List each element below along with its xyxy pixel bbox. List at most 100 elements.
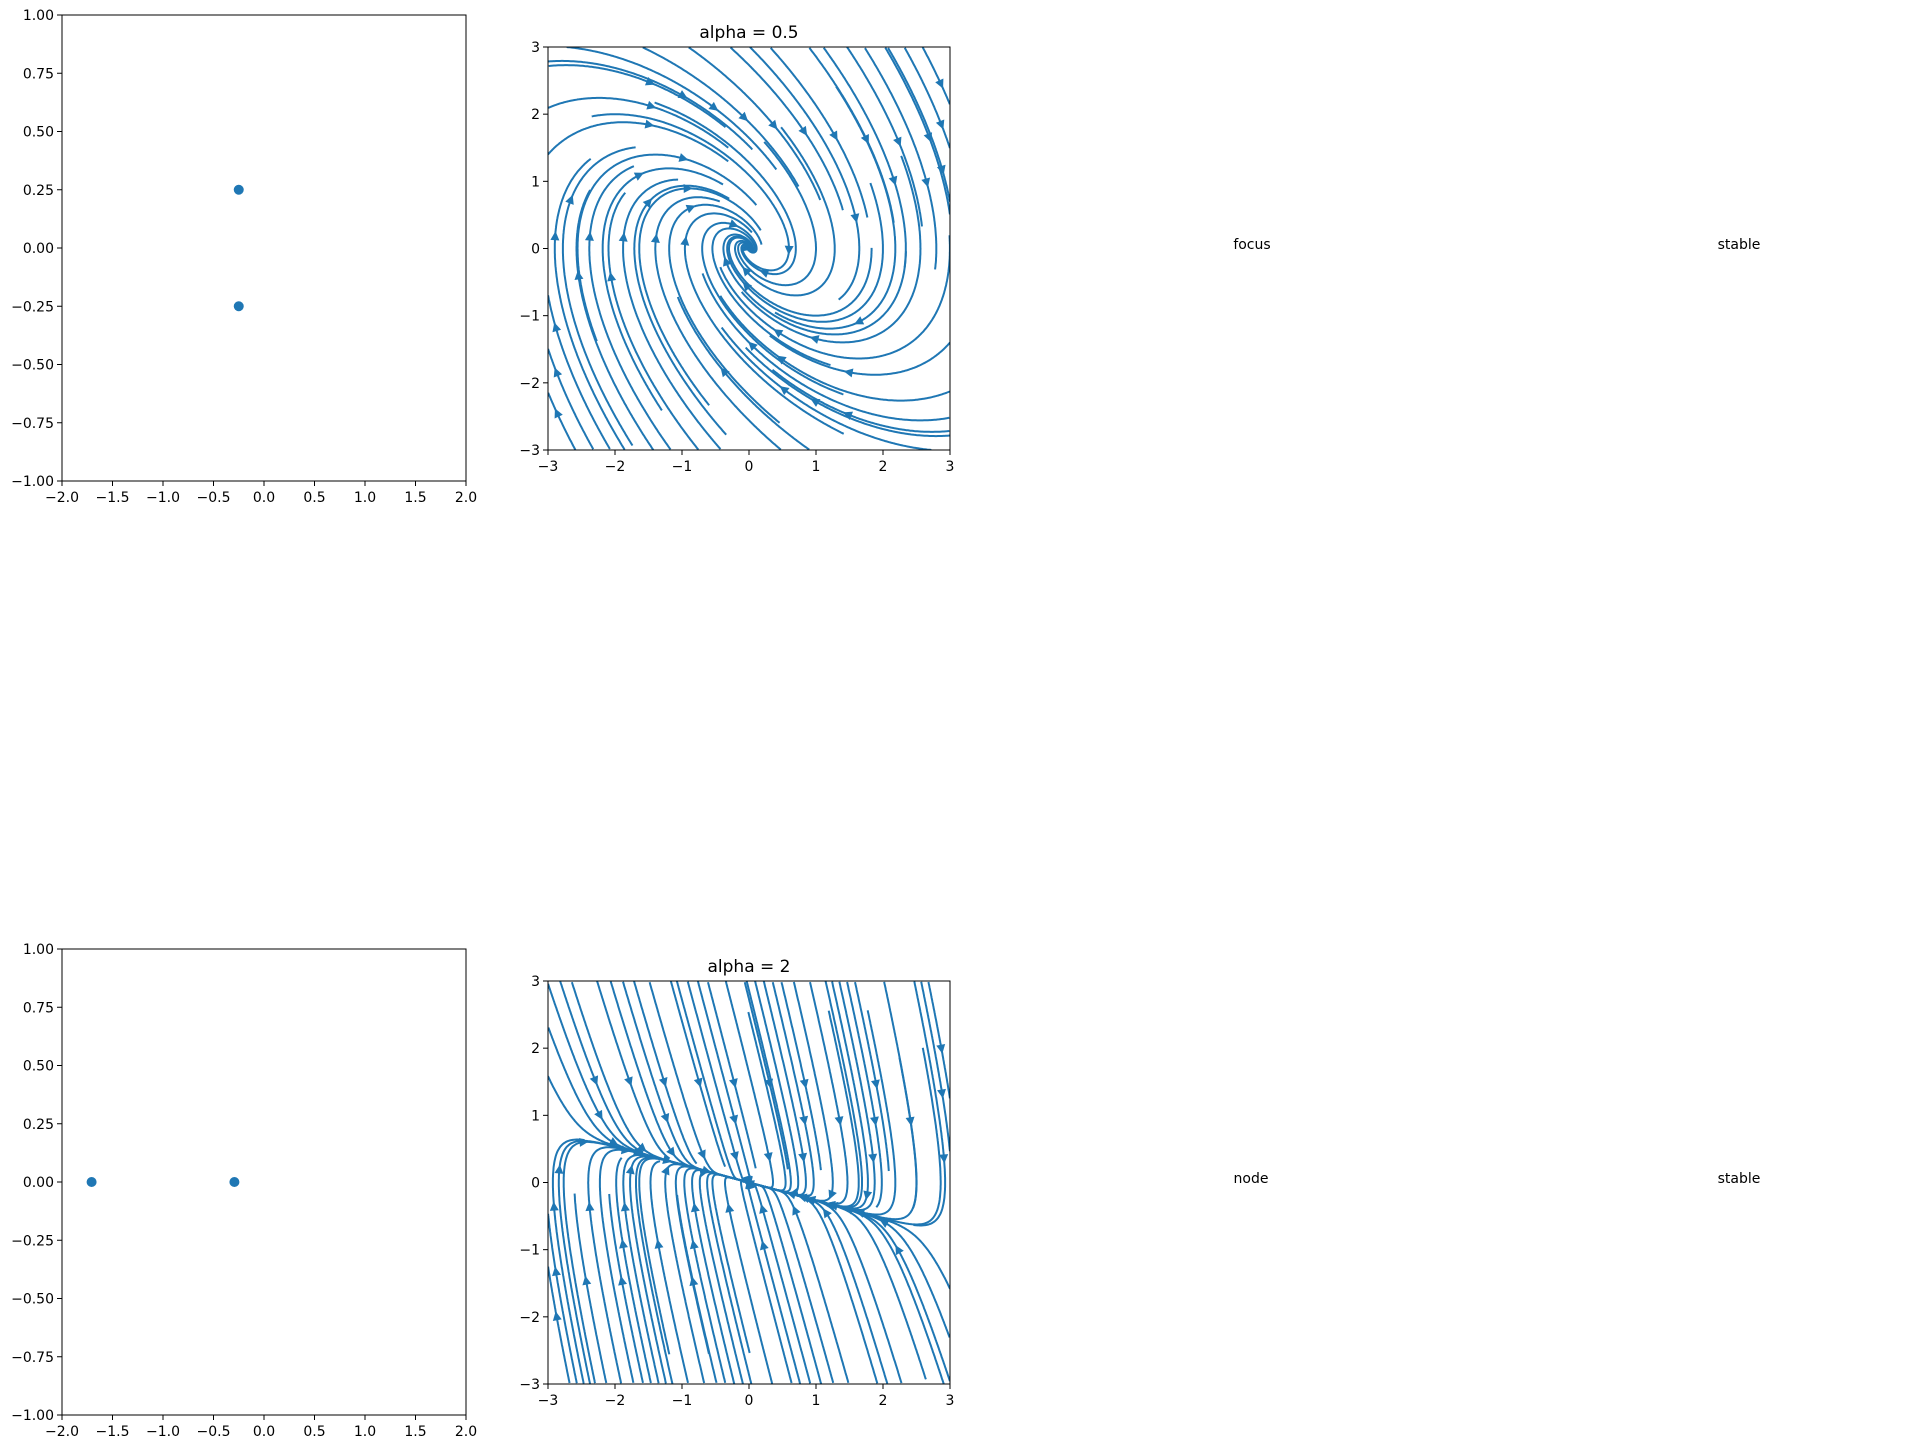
streamline-arrow-bottom bbox=[863, 1190, 873, 1201]
scatter-ytick-label-top: 1.00 bbox=[23, 8, 54, 24]
scatter-ytick-label-bottom: 1.00 bbox=[23, 942, 54, 958]
streamline-top bbox=[771, 369, 950, 433]
scatter-ytick-label-top: −0.50 bbox=[11, 358, 54, 374]
streamline-bottom bbox=[846, 981, 883, 1208]
streamline-top bbox=[622, 178, 722, 450]
streamline-top bbox=[701, 221, 844, 396]
streamplot-xtick-label-bottom: −2 bbox=[605, 1393, 626, 1409]
streamline-arrow-top bbox=[607, 271, 617, 282]
streamline-arrow-bottom bbox=[661, 1165, 670, 1176]
equilibrium-point-bottom-1 bbox=[86, 1177, 97, 1187]
streamline-arrow-top bbox=[809, 335, 820, 344]
streamplot-xtick-label-bottom: 2 bbox=[879, 1393, 888, 1409]
streamline-arrow-top bbox=[584, 231, 594, 241]
streamline-top bbox=[822, 47, 907, 268]
streamline-bottom bbox=[827, 1202, 950, 1382]
streamline-arrow-top bbox=[680, 236, 690, 246]
streamline-top bbox=[720, 326, 932, 450]
streamline-arrow-bottom bbox=[620, 1145, 631, 1155]
streamline-arrow-bottom bbox=[895, 1245, 904, 1256]
scatter-xtick-label-top: −2.0 bbox=[45, 490, 79, 506]
streamline-arrow-bottom bbox=[879, 1219, 890, 1228]
scatter-ytick-label-bottom: −0.25 bbox=[11, 1233, 54, 1249]
scatter-xtick-label-top: −1.0 bbox=[146, 490, 180, 506]
scatter-ytick-label-bottom: −0.75 bbox=[11, 1350, 54, 1366]
streamline-arrow-top bbox=[552, 322, 562, 333]
streamplot-ytick-label-top: −2 bbox=[519, 376, 540, 392]
streamline-bottom bbox=[920, 981, 950, 1152]
streamline-arrow-top bbox=[644, 77, 655, 86]
scatter-xtick-label-top: 1.5 bbox=[404, 490, 426, 506]
streamline-top bbox=[733, 126, 836, 297]
streamplot-ytick-label-top: 1 bbox=[531, 174, 540, 190]
streamline-bottom bbox=[832, 981, 876, 1211]
streamline-top bbox=[676, 296, 810, 450]
streamline-arrow-top bbox=[708, 101, 719, 111]
streamline-top bbox=[576, 153, 758, 342]
streamline-arrow-bottom bbox=[552, 1311, 562, 1321]
streamline-arrow-bottom bbox=[870, 1079, 880, 1090]
streamline-arrow-top bbox=[768, 119, 778, 130]
equilibrium-point-bottom-2 bbox=[229, 1177, 240, 1187]
streamline-arrow-bottom bbox=[725, 1203, 735, 1213]
streamline-top bbox=[729, 47, 844, 211]
streamplot-ytick-label-bottom: 1 bbox=[531, 1108, 540, 1124]
streamline-arrow-bottom bbox=[730, 1151, 739, 1161]
streamline-bottom bbox=[788, 981, 869, 1210]
equilibrium-point-top-2 bbox=[233, 301, 244, 312]
streamline-arrow-bottom bbox=[625, 1164, 635, 1175]
streamline-top bbox=[769, 47, 869, 218]
scatter-ytick-label-top: −1.00 bbox=[11, 474, 54, 490]
streamline-bottom bbox=[927, 981, 950, 1099]
streamline-top bbox=[654, 101, 797, 276]
streamplot-ytick-label-bottom: −3 bbox=[519, 1377, 540, 1393]
streamline-arrow-bottom bbox=[549, 1201, 559, 1211]
streamplot-ytick-label-top: 3 bbox=[531, 40, 540, 56]
streamline-bottom bbox=[557, 1139, 628, 1384]
streamplot-ytick-label-top: −1 bbox=[519, 309, 540, 325]
streamline-top bbox=[740, 155, 922, 344]
scatter-ytick-label-bottom: 0.50 bbox=[23, 1059, 54, 1075]
streamline-top bbox=[884, 47, 950, 215]
streamplot-ytick-label-bottom: −1 bbox=[519, 1243, 540, 1259]
streamline-arrow-bottom bbox=[594, 1109, 603, 1120]
streamplot-ytick-label-bottom: 3 bbox=[531, 974, 540, 990]
streamline-arrow-bottom bbox=[654, 1239, 664, 1249]
streamline-top bbox=[575, 189, 655, 450]
streamplot-ytick-label-bottom: 2 bbox=[531, 1041, 540, 1057]
streamline-bottom bbox=[683, 1167, 727, 1384]
scatter-xtick-label-top: −0.5 bbox=[197, 490, 231, 506]
streamline-arrow-bottom bbox=[936, 1044, 946, 1054]
streamline-arrow-top bbox=[829, 130, 838, 141]
streamline-bottom bbox=[629, 1155, 710, 1384]
streamline-arrow-bottom bbox=[868, 1153, 878, 1164]
streamline-top bbox=[607, 192, 700, 450]
scatter-ytick-label-top: −0.75 bbox=[11, 416, 54, 432]
scatter-xtick-label-bottom: −0.5 bbox=[197, 1424, 231, 1436]
streamline-arrow-bottom bbox=[828, 1189, 837, 1200]
streamline-bottom bbox=[743, 981, 789, 1170]
scatter-ytick-label-top: −0.25 bbox=[11, 299, 54, 315]
streamline-arrow-top bbox=[759, 269, 770, 278]
streamline-arrow-top bbox=[779, 386, 790, 396]
streamline-bottom bbox=[883, 981, 918, 1209]
streamline-top bbox=[654, 196, 782, 450]
scatter-ytick-label-top: 0.50 bbox=[23, 125, 54, 141]
streamplot-panel-top: alpha = 0.5 −3 −2 −1 0 1 2 3 −3 −2 −1 0 1 2 3 bbox=[519, 23, 954, 475]
streamline-arrow-bottom bbox=[729, 1114, 739, 1125]
streamline-top bbox=[744, 346, 950, 438]
streamplot-ytick-label-top: 2 bbox=[531, 107, 540, 123]
type-label-top: focus bbox=[1233, 237, 1270, 253]
streamplot-xtick-label-top: −1 bbox=[672, 459, 693, 475]
streamline-arrow-top bbox=[935, 119, 945, 130]
streamline-top bbox=[642, 47, 800, 188]
streamline-arrow-top bbox=[565, 194, 574, 205]
streamline-arrow-top bbox=[646, 100, 657, 110]
streamline-arrow-bottom bbox=[728, 1078, 738, 1088]
streamline-arrow-bottom bbox=[608, 1137, 619, 1146]
streamline-top bbox=[749, 47, 861, 301]
streamline-arrow-top bbox=[633, 172, 644, 181]
streamline-bottom bbox=[746, 1180, 802, 1384]
streamline-top bbox=[688, 47, 822, 201]
